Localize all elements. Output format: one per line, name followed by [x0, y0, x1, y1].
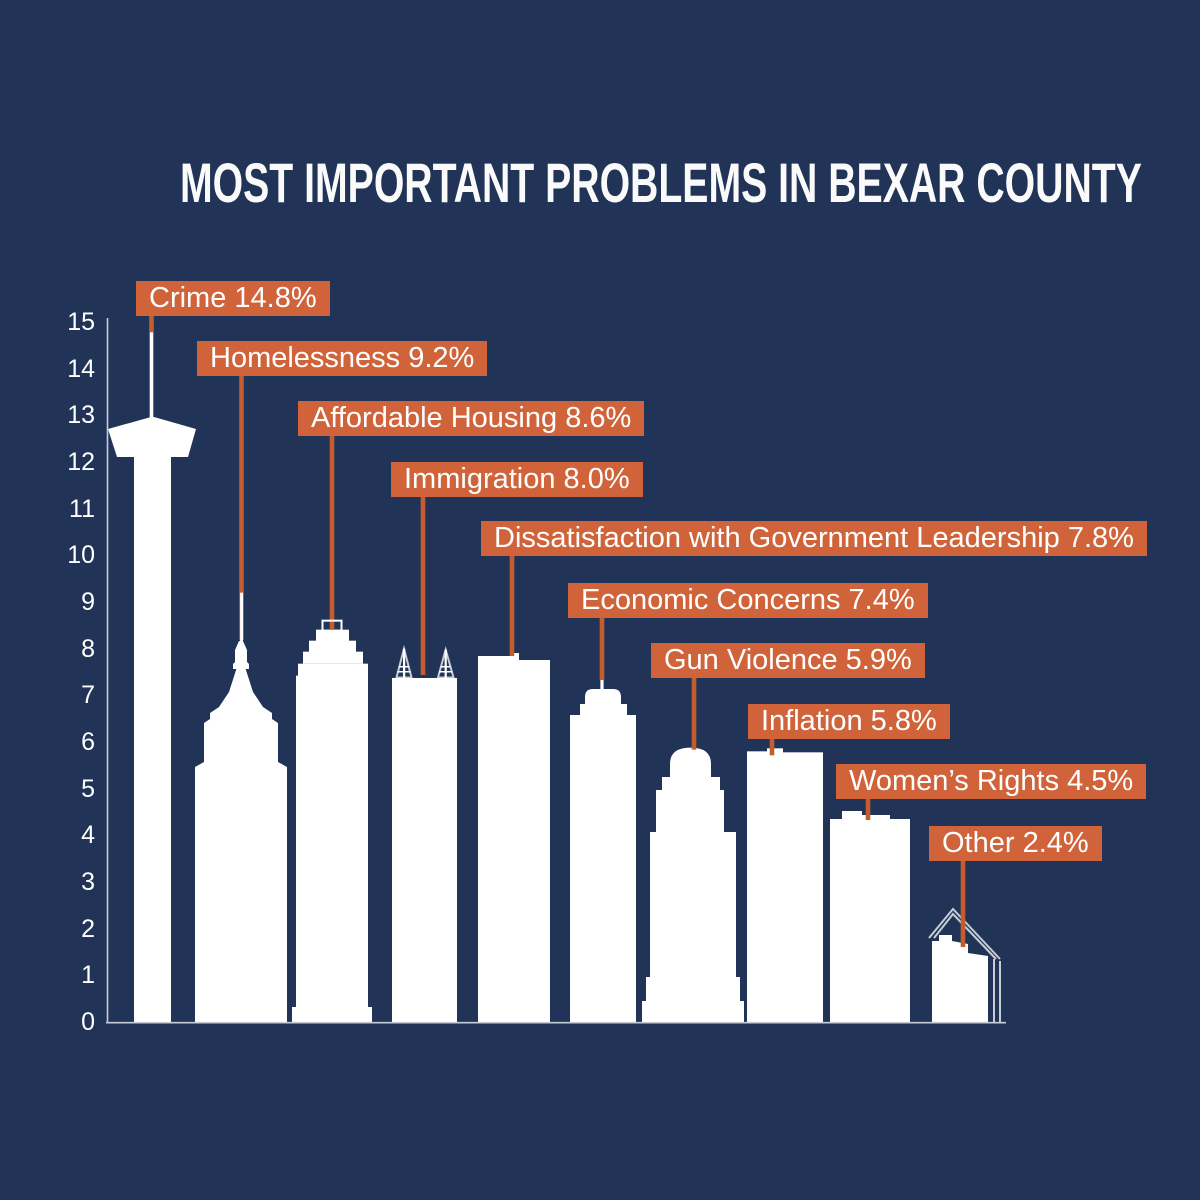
y-axis-tick-0: 0 [81, 1008, 95, 1036]
y-axis-tick-10: 10 [67, 541, 95, 570]
building-silhouette [510, 652, 519, 660]
building-silhouette [842, 810, 862, 820]
building-silhouette [933, 912, 997, 960]
building-silhouette [149, 331, 154, 421]
bar-label-affordable-housing: Affordable Housing 8.6% [298, 401, 645, 436]
building-silhouette [395, 644, 413, 679]
building-silhouette [656, 790, 724, 834]
y-axis-tick-13: 13 [67, 401, 95, 430]
bar-label-crime: Crime 14.8% [136, 281, 330, 316]
building-silhouette [928, 907, 1001, 960]
building-silhouette [195, 667, 287, 773]
bar-label-homelessness: Homelessness 9.2% [197, 341, 488, 376]
y-axis-tick-11: 11 [69, 494, 95, 523]
building-silhouette [600, 676, 604, 693]
building-detail [321, 619, 343, 632]
building-silhouette [478, 659, 550, 1022]
building-silhouette [233, 641, 249, 669]
building-silhouette [298, 663, 368, 678]
building-silhouette [830, 818, 910, 1022]
building-silhouette [316, 629, 349, 642]
building-silhouette [399, 666, 409, 668]
y-axis-tick-6: 6 [81, 727, 95, 756]
building-silhouette [478, 655, 516, 662]
building-silhouette [782, 752, 823, 759]
y-axis-tick-4: 4 [81, 821, 95, 850]
building-silhouette [296, 675, 368, 1009]
y-axis-tick-3: 3 [81, 867, 95, 896]
building-silhouette [108, 417, 196, 461]
y-axis-tick-1: 1 [81, 961, 95, 990]
bar-label-womens-rights: Women’s Rights 4.5% [836, 764, 1147, 799]
building-silhouette [397, 671, 411, 673]
building-silhouette [134, 457, 171, 1022]
y-axis-tick-8: 8 [81, 634, 95, 663]
building-silhouette [642, 1001, 744, 1022]
y-axis-tick-2: 2 [81, 914, 95, 943]
building-silhouette [585, 689, 621, 706]
y-axis-tick-14: 14 [67, 354, 95, 383]
y-axis-tick-9: 9 [81, 587, 95, 616]
building-silhouette [662, 777, 720, 791]
bar-label-economic-concerns: Economic Concerns 7.4% [568, 583, 928, 618]
y-axis-tick-5: 5 [81, 774, 95, 803]
building-silhouette [292, 1007, 372, 1022]
building-silhouette [436, 645, 455, 679]
building-silhouette [747, 751, 768, 760]
building-silhouette [195, 771, 287, 1022]
building-silhouette [439, 671, 452, 673]
chart-title: MOST IMPORTANT PROBLEMS IN BEXAR COUNTY [180, 151, 1142, 214]
building-silhouette [570, 715, 636, 1022]
building-silhouette [440, 666, 451, 668]
building-silhouette [580, 704, 627, 717]
building-silhouette [309, 640, 356, 653]
building-silhouette [670, 747, 711, 779]
building-silhouette [932, 935, 988, 1022]
building-silhouette [303, 651, 363, 664]
building-silhouette [392, 678, 457, 1022]
bar-label-dissatisfaction-with-government-leadership: Dissatisfaction with Government Leadersh… [481, 521, 1147, 556]
building-silhouette [403, 648, 406, 679]
bar-label-immigration: Immigration 8.0% [391, 462, 643, 497]
building-silhouette [444, 649, 447, 679]
y-axis-tick-7: 7 [81, 681, 95, 710]
y-axis-tick-15: 15 [67, 307, 95, 336]
bar-label-inflation: Inflation 5.8% [748, 704, 950, 739]
bar-label-other: Other 2.4% [929, 826, 1102, 861]
building-silhouette [767, 748, 783, 759]
y-axis-tick-12: 12 [67, 447, 95, 476]
bar-label-gun-violence: Gun Violence 5.9% [651, 643, 925, 678]
building-detail [240, 592, 243, 649]
building-silhouette [861, 814, 890, 821]
building-silhouette [747, 757, 823, 1023]
